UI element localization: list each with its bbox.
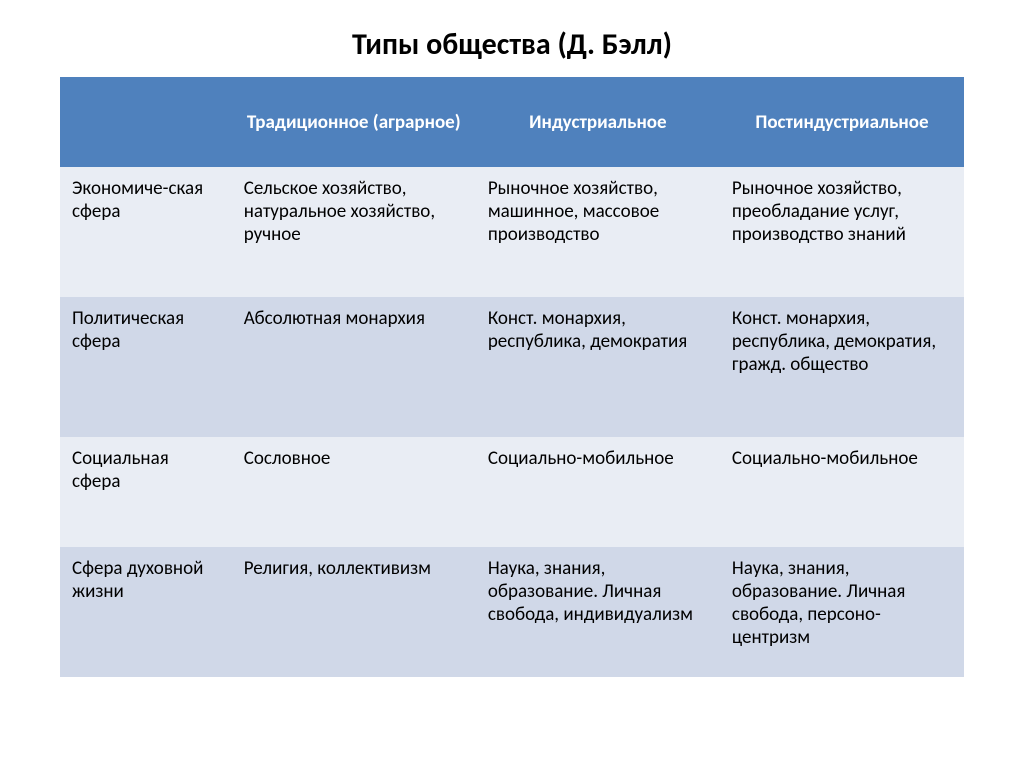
cell: Социально-мобильное (476, 437, 720, 547)
cell: Социально-мобильное (720, 437, 964, 547)
cell: Рыночное хозяйство, машинное, массовое п… (476, 167, 720, 297)
header-row: Традиционное (аграрное) Индустриальное П… (60, 77, 964, 167)
table-row: Экономиче-ская сфера Сельское хозяйство,… (60, 167, 964, 297)
cell: Наука, знания, образование. Личная свобо… (476, 547, 720, 677)
cell: Сословное (232, 437, 476, 547)
table-row: Политическая сфера Абсолютная монархия К… (60, 297, 964, 437)
slide: Типы общества (Д. Бэлл) Традиционное (аг… (0, 0, 1024, 768)
cell: Наука, знания, образование. Личная свобо… (720, 547, 964, 677)
cell: Абсолютная монархия (232, 297, 476, 437)
header-blank (60, 77, 232, 167)
slide-title: Типы общества (Д. Бэлл) (60, 26, 964, 63)
header-postindustrial: Постиндустриальное (720, 77, 964, 167)
cell: Сельское хозяйство, натуральное хозяйств… (232, 167, 476, 297)
row-sphere: Политическая сфера (60, 297, 232, 437)
row-sphere: Социальная сфера (60, 437, 232, 547)
cell: Религия, коллективизм (232, 547, 476, 677)
society-types-table: Традиционное (аграрное) Индустриальное П… (60, 77, 964, 677)
row-sphere: Экономиче-ская сфера (60, 167, 232, 297)
cell: Рыночное хозяйство, преобладание услуг, … (720, 167, 964, 297)
header-traditional: Традиционное (аграрное) (232, 77, 476, 167)
header-industrial: Индустриальное (476, 77, 720, 167)
table-row: Сфера духовной жизни Религия, коллективи… (60, 547, 964, 677)
cell: Конст. монархия, республика, демократия (476, 297, 720, 437)
row-sphere: Сфера духовной жизни (60, 547, 232, 677)
cell: Конст. монархия, республика, демократия,… (720, 297, 964, 437)
table-row: Социальная сфера Сословное Социально-моб… (60, 437, 964, 547)
